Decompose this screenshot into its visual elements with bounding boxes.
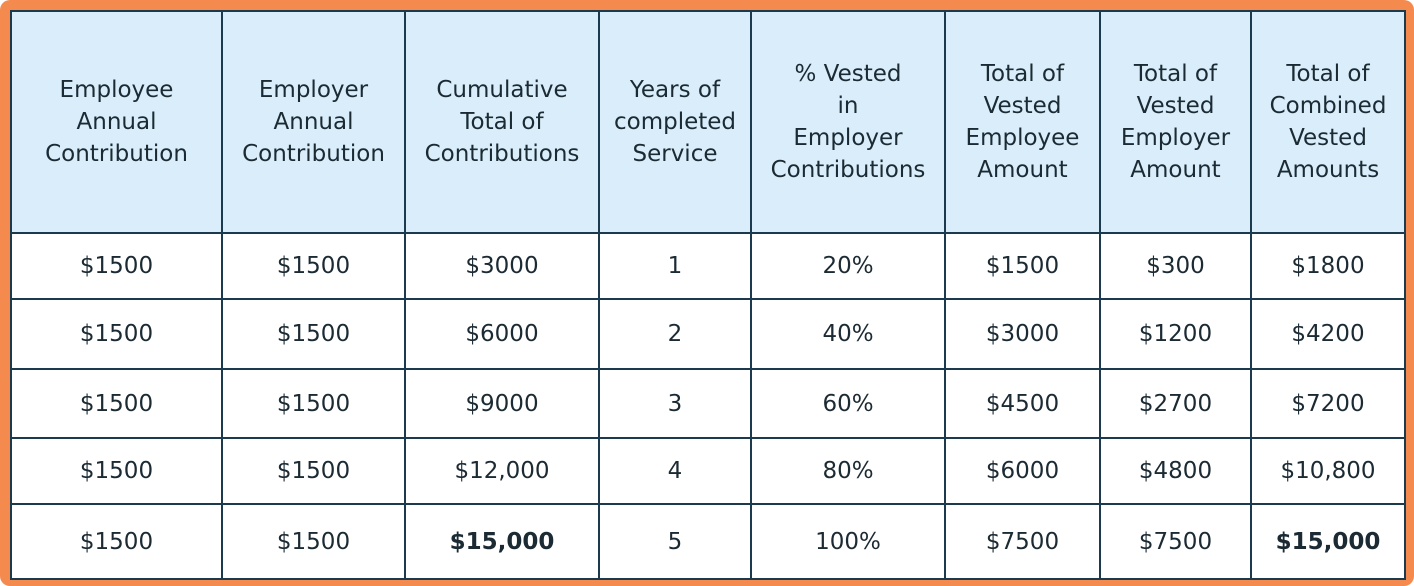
header-line: Vested <box>1136 93 1215 119</box>
cell: 4 <box>598 437 752 505</box>
header-cell: Employer Annual Contribution <box>221 10 406 234</box>
cell: $7200 <box>1250 368 1406 439</box>
header-line: Annual <box>76 109 157 135</box>
header-line: Contributions <box>424 141 580 167</box>
cell: 80% <box>750 437 946 505</box>
cell: $1500 <box>10 503 223 580</box>
header-line: Contributions <box>770 157 926 183</box>
cell: $1200 <box>1099 298 1252 370</box>
cell: $3000 <box>404 232 600 300</box>
header-cell: Employee Annual Contribution <box>10 10 223 234</box>
cell: 100% <box>750 503 946 580</box>
cell: $6000 <box>404 298 600 370</box>
cell: $3000 <box>944 298 1101 370</box>
header-line: Employer <box>793 125 903 151</box>
header-line: Annual <box>273 109 354 135</box>
cell: 40% <box>750 298 946 370</box>
cell: $1500 <box>10 232 223 300</box>
header-cell: % Vested in Employer Contributions <box>750 10 946 234</box>
header-line: Total of <box>1286 61 1370 87</box>
cell: 3 <box>598 368 752 439</box>
vesting-table: Employee Annual Contribution Employer Annual… <box>10 10 1406 580</box>
data-row: $1500 $1500 $15,000 5 100% $7500 $7500 $15,000 <box>10 503 1406 580</box>
cell: $15,000 <box>404 503 600 580</box>
header-cell: Cumulative Total of Contributions <box>404 10 600 234</box>
header-line: Cumulative <box>436 77 568 103</box>
cell: $1500 <box>944 232 1101 300</box>
header-line: Combined <box>1269 93 1387 119</box>
cell: 60% <box>750 368 946 439</box>
cell: $1500 <box>221 298 406 370</box>
cell: $7500 <box>1099 503 1252 580</box>
cell: $2700 <box>1099 368 1252 439</box>
cell: $10,800 <box>1250 437 1406 505</box>
header-line: Amount <box>1130 157 1221 183</box>
header-line: Employee <box>965 125 1080 151</box>
header-line: Contribution <box>45 141 188 167</box>
header-line: Years of <box>629 77 721 103</box>
header-line: % Vested <box>794 61 902 87</box>
header-line: in <box>837 93 859 119</box>
data-row: $1500 $1500 $3000 1 20% $1500 $300 $1800 <box>10 232 1406 300</box>
header-cell: Total of Vested Employer Amount <box>1099 10 1252 234</box>
header-line: Employer <box>1120 125 1231 151</box>
cell: $1500 <box>10 437 223 505</box>
header-line: Total of <box>980 61 1065 87</box>
header-line: Amounts <box>1276 157 1380 183</box>
cell: $4500 <box>944 368 1101 439</box>
header-line: Total of <box>460 109 544 135</box>
header-line: Vested <box>1289 125 1367 151</box>
cell: 2 <box>598 298 752 370</box>
cell: $4800 <box>1099 437 1252 505</box>
cell: $15,000 <box>1250 503 1406 580</box>
header-cell: Total of Combined Vested Amounts <box>1250 10 1406 234</box>
cell: $4200 <box>1250 298 1406 370</box>
header-line: Service <box>632 141 718 167</box>
cell: $1500 <box>221 437 406 505</box>
header-cell: Years of completed Service <box>598 10 752 234</box>
cell: $1500 <box>221 232 406 300</box>
cell: $1800 <box>1250 232 1406 300</box>
cell: 1 <box>598 232 752 300</box>
cell: $9000 <box>404 368 600 439</box>
data-row: $1500 $1500 $6000 2 40% $3000 $1200 $4200 <box>10 298 1406 370</box>
cell: $1500 <box>221 368 406 439</box>
header-line: completed <box>613 109 737 135</box>
header-line: Contribution <box>242 141 385 167</box>
cell: $12,000 <box>404 437 600 505</box>
cell: $7500 <box>944 503 1101 580</box>
header-line: Employer <box>258 77 369 103</box>
header-line: Vested <box>983 93 1062 119</box>
header-line: Employee <box>59 77 174 103</box>
data-row: $1500 $1500 $9000 3 60% $4500 $2700 $7200 <box>10 368 1406 439</box>
cell: $300 <box>1099 232 1252 300</box>
header-line: Total of <box>1133 61 1218 87</box>
cell: 20% <box>750 232 946 300</box>
header-cell: Total of Vested Employee Amount <box>944 10 1101 234</box>
cell: $1500 <box>10 298 223 370</box>
data-row: $1500 $1500 $12,000 4 80% $6000 $4800 $10,800 <box>10 437 1406 505</box>
cell: $1500 <box>10 368 223 439</box>
cell: $6000 <box>944 437 1101 505</box>
cell: 5 <box>598 503 752 580</box>
header-line: Amount <box>977 157 1068 183</box>
cell: $1500 <box>221 503 406 580</box>
header-row: Employee Annual Contribution Employer Annual… <box>10 10 1406 234</box>
